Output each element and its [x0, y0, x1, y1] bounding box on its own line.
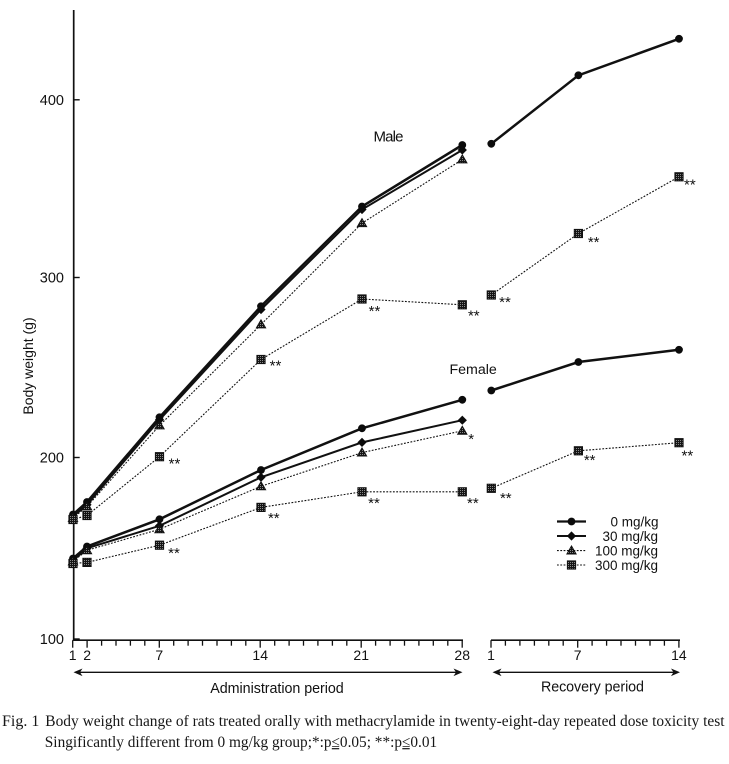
svg-text:1: 1 — [69, 647, 77, 663]
svg-text:*: * — [468, 431, 474, 448]
svg-text:**: ** — [588, 234, 600, 251]
svg-text:0 mg/kg: 0 mg/kg — [611, 514, 659, 529]
svg-text:**: ** — [500, 490, 512, 507]
svg-text:**: ** — [369, 303, 381, 320]
svg-text:Male: Male — [374, 129, 404, 146]
svg-text:300: 300 — [40, 271, 64, 287]
svg-text:Administration period: Administration period — [210, 681, 344, 697]
svg-text:Recovery period: Recovery period — [541, 680, 644, 696]
svg-text:7: 7 — [155, 647, 163, 663]
svg-text:21: 21 — [353, 647, 369, 663]
svg-text:**: ** — [499, 294, 511, 311]
svg-text:200: 200 — [40, 451, 64, 467]
svg-text:**: ** — [168, 545, 180, 562]
svg-text:**: ** — [468, 308, 480, 325]
svg-text:Singificantly different from 0: Singificantly different from 0 mg/kg gro… — [45, 734, 437, 751]
svg-text:28: 28 — [454, 647, 470, 663]
svg-text:1: 1 — [487, 647, 495, 663]
svg-text:**: ** — [268, 510, 280, 527]
svg-text:**: ** — [682, 448, 694, 465]
svg-text:14: 14 — [671, 647, 687, 663]
svg-text:**: ** — [368, 495, 380, 512]
svg-text:100: 100 — [40, 632, 64, 648]
svg-text:**: ** — [584, 452, 596, 469]
svg-text:2: 2 — [83, 647, 91, 663]
svg-text:Body weight (g): Body weight (g) — [20, 317, 36, 414]
svg-text:**: ** — [467, 495, 479, 512]
svg-text:Female: Female — [450, 362, 497, 378]
svg-text:**: ** — [684, 177, 696, 194]
svg-text:14: 14 — [252, 647, 268, 663]
svg-text:**: ** — [270, 358, 282, 375]
svg-text:7: 7 — [574, 647, 582, 663]
svg-text:400: 400 — [40, 93, 64, 109]
svg-text:300 mg/kg: 300 mg/kg — [595, 558, 658, 573]
svg-text:100 mg/kg: 100 mg/kg — [595, 543, 658, 558]
svg-text:30 mg/kg: 30 mg/kg — [603, 529, 659, 544]
svg-text:Fig. 1: Fig. 1 — [2, 713, 39, 730]
svg-text:**: ** — [169, 456, 181, 473]
svg-text:Body weight change of rats tre: Body weight change of rats treated orall… — [45, 713, 725, 730]
